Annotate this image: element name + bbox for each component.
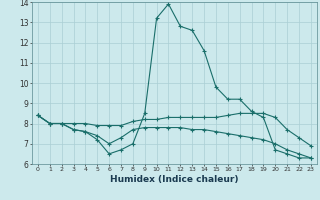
X-axis label: Humidex (Indice chaleur): Humidex (Indice chaleur) bbox=[110, 175, 239, 184]
